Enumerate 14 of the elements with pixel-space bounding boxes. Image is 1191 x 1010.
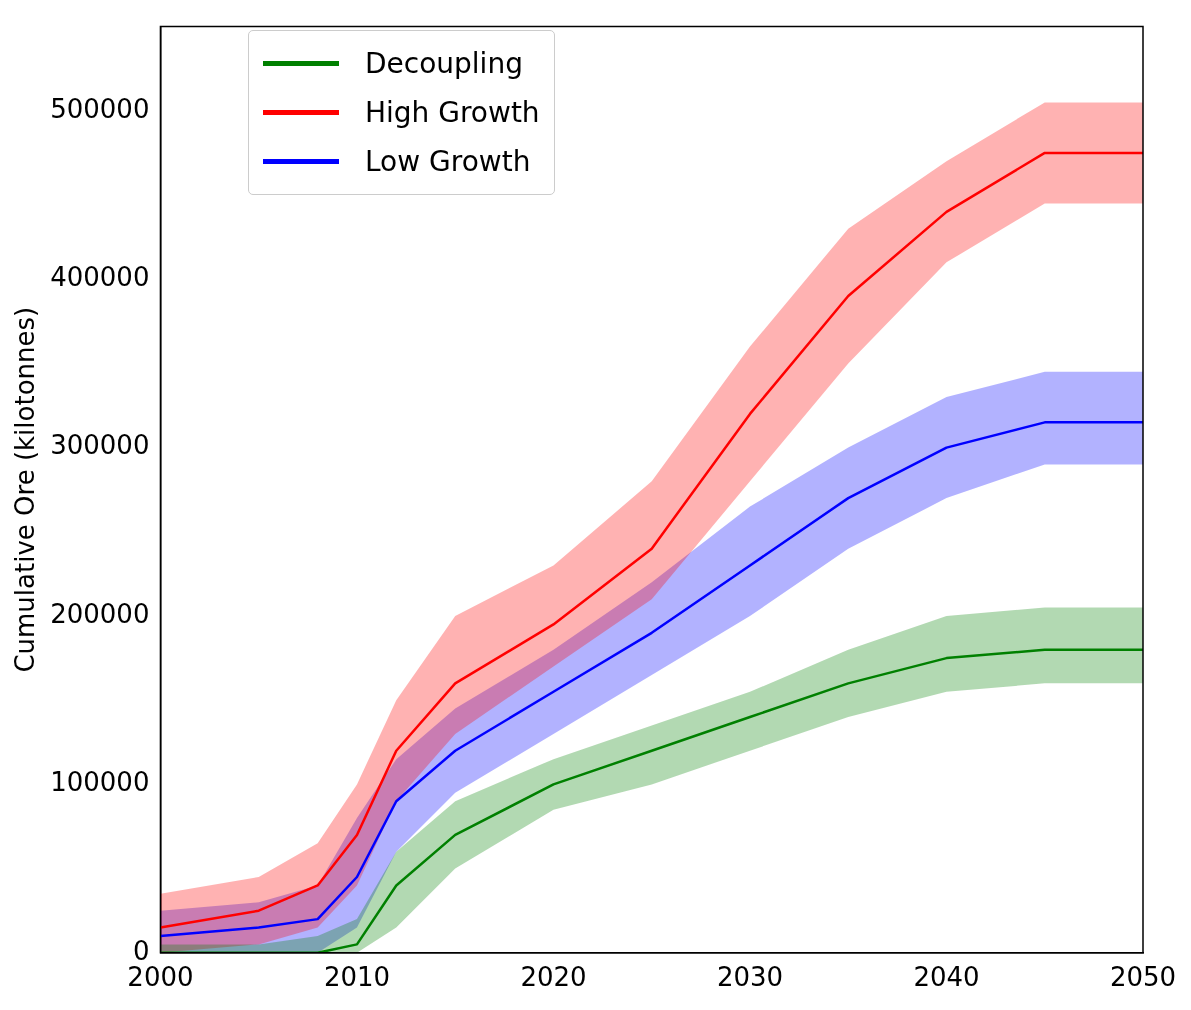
legend-label: Decoupling [365, 47, 523, 80]
y-tick-label: 200000 [50, 598, 150, 629]
legend-label: Low Growth [365, 145, 531, 178]
x-tick-label: 2040 [913, 962, 980, 993]
x-tick-label: 2050 [1109, 962, 1177, 993]
x-tick-label: 2030 [716, 962, 784, 993]
legend-label: High Growth [365, 96, 540, 129]
y-tick-label: 100000 [50, 767, 150, 798]
x-tick-label: 2010 [323, 962, 391, 993]
x-tick-label: 2020 [520, 962, 587, 993]
y-tick-label: 500000 [50, 93, 150, 124]
y-tick-label: 400000 [50, 261, 150, 292]
y-tick-label: 300000 [50, 430, 150, 461]
y-axis-title: Cumulative Ore (kilotonnes) [10, 306, 41, 673]
